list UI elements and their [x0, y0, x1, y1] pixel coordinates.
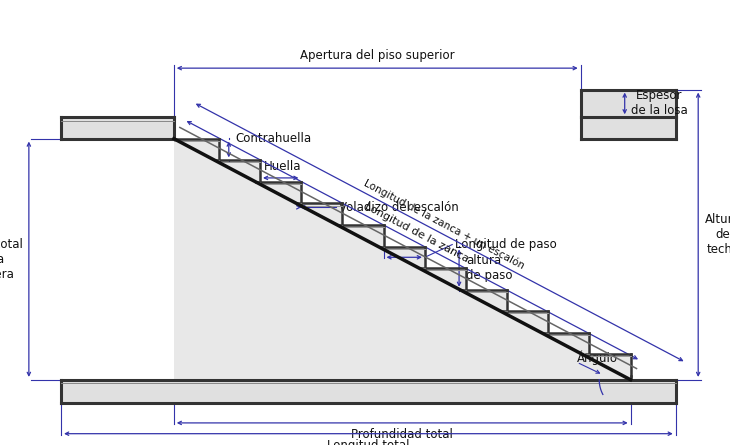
- Bar: [580, 117, 676, 139]
- Text: Longitud de paso: Longitud de paso: [456, 238, 557, 251]
- Text: Ángulo: Ángulo: [577, 351, 618, 365]
- Text: altura
de paso: altura de paso: [466, 254, 512, 282]
- Text: Profundidad total: Profundidad total: [351, 428, 453, 441]
- Text: Altura
de
techo: Altura de techo: [705, 213, 730, 256]
- Text: Voladizo del escalón: Voladizo del escalón: [339, 201, 458, 214]
- Bar: [61, 117, 174, 139]
- Text: Altura total
de la
escalera: Altura total de la escalera: [0, 238, 23, 281]
- Text: Contrahuella: Contrahuella: [236, 132, 312, 145]
- Text: Longitud de la zanca: Longitud de la zanca: [363, 201, 470, 264]
- Text: Longitud de la zanca + un escalón: Longitud de la zanca + un escalón: [362, 178, 526, 271]
- Text: Espesor
de la losa: Espesor de la losa: [631, 89, 688, 117]
- Text: Apertura del piso superior: Apertura del piso superior: [300, 49, 455, 62]
- Bar: [61, 380, 676, 403]
- Polygon shape: [174, 139, 631, 380]
- Bar: [580, 90, 676, 117]
- Text: Longitud total: Longitud total: [327, 439, 410, 445]
- Text: Huella: Huella: [264, 160, 301, 173]
